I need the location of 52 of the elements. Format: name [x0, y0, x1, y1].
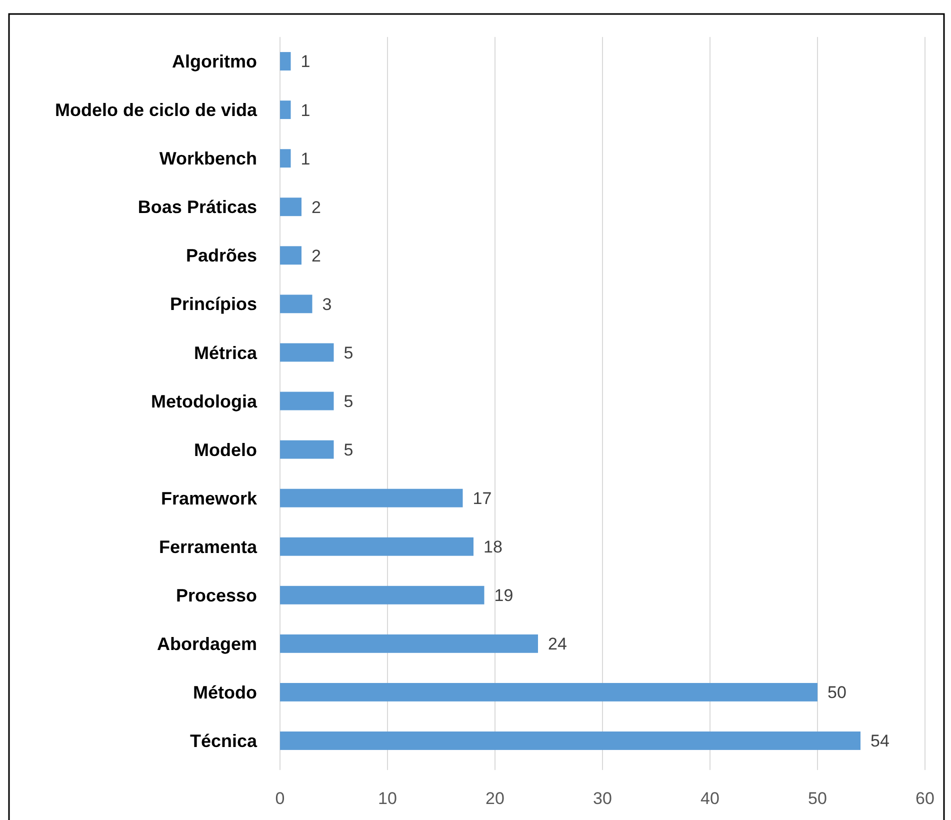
- data-label: 1: [300, 100, 310, 120]
- bar: [280, 100, 291, 120]
- y-tick-label: Framework: [160, 488, 258, 508]
- data-label: 54: [870, 732, 890, 751]
- x-tick-label: 50: [808, 788, 827, 808]
- data-label: 2: [312, 246, 321, 266]
- y-tick-label: Boas Práticas: [138, 197, 257, 218]
- y-tick-label: Algoritmo: [172, 52, 257, 72]
- bar: [280, 537, 474, 556]
- x-tick-label: 30: [593, 788, 612, 808]
- data-label: 24: [548, 634, 567, 654]
- y-tick-label: Métrica: [194, 342, 258, 363]
- x-tick-label: 40: [700, 788, 720, 808]
- data-label: 3: [322, 294, 332, 314]
- x-tick-label: 60: [916, 788, 934, 808]
- bar: [280, 392, 334, 410]
- y-tick-label: Princípios: [170, 294, 257, 314]
- x-tick-label: 10: [378, 788, 397, 808]
- y-tick-label: Processo: [176, 585, 257, 606]
- y-tick-label: Metodologia: [151, 391, 258, 412]
- bar: [280, 682, 818, 702]
- y-tick-label: Modelo: [194, 440, 257, 460]
- bar: [280, 440, 334, 459]
- y-tick-label: Workbench: [159, 148, 257, 169]
- data-label: 5: [344, 440, 354, 460]
- data-label: 18: [484, 538, 502, 557]
- data-label: 1: [300, 52, 310, 72]
- data-label: 2: [312, 198, 321, 217]
- data-label: 50: [828, 683, 846, 702]
- bar: [280, 732, 860, 750]
- y-tick-label: Técnica: [190, 731, 258, 752]
- bar: [280, 634, 538, 653]
- bar: [280, 488, 463, 508]
- bar: [280, 343, 334, 362]
- x-tick-label: 20: [486, 788, 504, 808]
- bar: [280, 246, 302, 265]
- x-tick-label: 0: [275, 788, 285, 808]
- data-label: 5: [344, 392, 354, 411]
- bar: [280, 294, 312, 314]
- y-tick-label: Abordagem: [156, 634, 257, 654]
- bar: [280, 586, 484, 604]
- y-tick-label: Ferramenta: [158, 536, 258, 557]
- bar: [280, 149, 291, 168]
- data-label: 1: [300, 149, 310, 168]
- bar: [280, 52, 291, 70]
- data-label: 5: [344, 343, 354, 362]
- data-label: 19: [494, 586, 514, 606]
- y-tick-label: Modelo de ciclo de vida: [54, 100, 258, 120]
- y-tick-label: Padrões: [186, 246, 257, 266]
- bar: [280, 198, 302, 216]
- data-label: 17: [472, 489, 492, 508]
- y-tick-label: Método: [193, 682, 258, 702]
